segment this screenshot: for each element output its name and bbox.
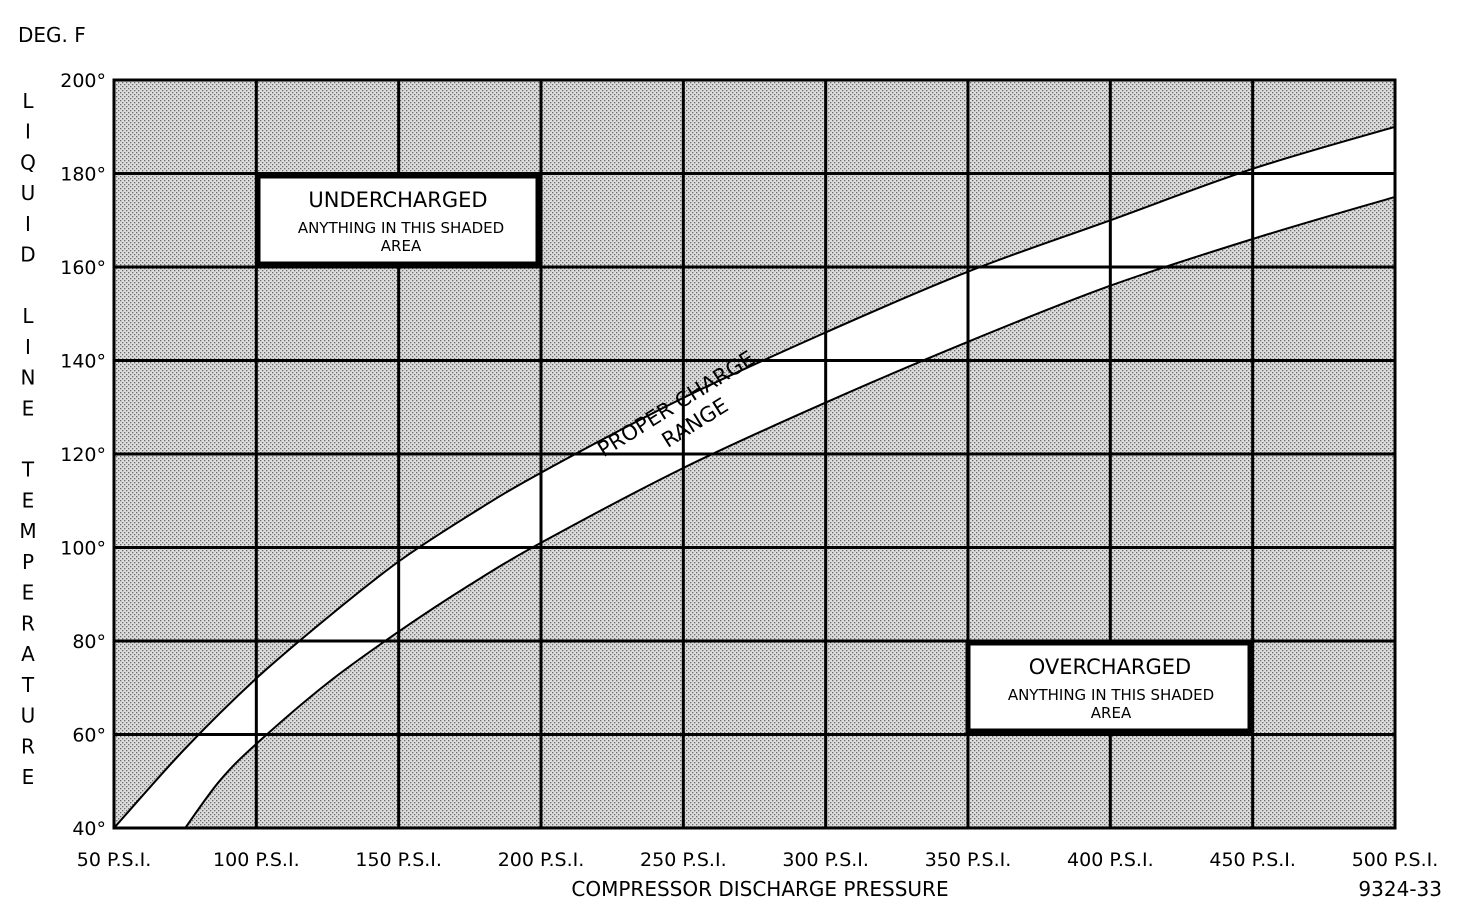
y-axis-label-char: T bbox=[21, 673, 35, 697]
overcharged-title: OVERCHARGED bbox=[1029, 655, 1191, 679]
overcharged-sub-line-1: ANYTHING IN THIS SHADED bbox=[1008, 686, 1214, 704]
x-tick-label: 350 P.S.I. bbox=[925, 849, 1012, 871]
x-tick-label: 450 P.S.I. bbox=[1209, 849, 1296, 871]
undercharged-callout: UNDERCHARGED ANYTHING IN THIS SHADED ARE… bbox=[255, 173, 541, 267]
y-axis-label-char: U bbox=[21, 181, 36, 205]
y-axis-label-char: P bbox=[22, 550, 34, 574]
y-tick-label: 180° bbox=[60, 164, 106, 186]
y-tick-label: 200° bbox=[60, 70, 106, 92]
y-tick-label: 100° bbox=[60, 538, 106, 560]
y-axis-label-char: Q bbox=[20, 150, 36, 174]
figure-id: 9324-33 bbox=[1358, 877, 1442, 901]
y-tick-label: 120° bbox=[60, 444, 106, 466]
y-axis-label-char: T bbox=[21, 458, 35, 482]
y-axis-label-char: N bbox=[21, 366, 36, 390]
overcharged-callout: OVERCHARGED ANYTHING IN THIS SHADED AREA bbox=[965, 640, 1253, 734]
plot-frame bbox=[112, 78, 1397, 830]
y-axis-label-char: M bbox=[19, 519, 36, 543]
y-axis-label-char: R bbox=[21, 611, 35, 635]
upper-boundary-line bbox=[113, 125, 1396, 829]
y-axis-label-char: I bbox=[25, 120, 31, 144]
y-axis-label-char: L bbox=[22, 89, 34, 113]
y-axis-label-char: E bbox=[22, 488, 35, 512]
x-tick-labels: 50 P.S.I. 100 P.S.I. 150 P.S.I. 200 P.S.I. 2… bbox=[77, 849, 1439, 871]
x-tick-label: 200 P.S.I. bbox=[498, 849, 585, 871]
y-axis-label-char: E bbox=[22, 581, 35, 605]
y-axis-label-char: R bbox=[21, 734, 35, 758]
y-tick-label: 80° bbox=[72, 631, 106, 653]
y-tick-label: 140° bbox=[60, 351, 106, 373]
lower-boundary-line bbox=[184, 195, 1396, 829]
y-tick-label: 160° bbox=[60, 257, 106, 279]
y-axis-label-char: E bbox=[22, 396, 35, 420]
y-axis-label-char: A bbox=[21, 642, 35, 666]
y-axis-label-char: I bbox=[25, 335, 31, 359]
plot-area bbox=[112, 78, 1397, 830]
y-tick-labels: 40° 60° 80° 100° 120° 140° 160° 180° 200° bbox=[60, 70, 106, 840]
x-tick-label: 250 P.S.I. bbox=[640, 849, 727, 871]
x-tick-label: 400 P.S.I. bbox=[1067, 849, 1154, 871]
x-tick-label: 50 P.S.I. bbox=[77, 849, 152, 871]
proper-charge-band bbox=[114, 126, 1395, 829]
y-axis-label-char: L bbox=[22, 304, 34, 328]
y-axis-label-char: I bbox=[25, 212, 31, 236]
y-tick-label: 40° bbox=[72, 818, 106, 840]
y-tick-label: 60° bbox=[72, 725, 106, 747]
unit-label: DEG. F bbox=[18, 23, 86, 47]
undercharged-title: UNDERCHARGED bbox=[308, 188, 487, 212]
x-tick-label: 150 P.S.I. bbox=[355, 849, 442, 871]
y-axis-label-char: D bbox=[20, 243, 35, 267]
overcharged-sub-line-2: AREA bbox=[1091, 704, 1132, 722]
x-axis-label: COMPRESSOR DISCHARGE PRESSURE bbox=[571, 877, 948, 901]
y-axis-label-char: E bbox=[22, 765, 35, 789]
undercharged-sub-line-2: AREA bbox=[381, 237, 422, 255]
x-tick-label: 300 P.S.I. bbox=[782, 849, 869, 871]
undercharged-sub-line-1: ANYTHING IN THIS SHADED bbox=[298, 219, 504, 237]
y-axis-label-char: U bbox=[21, 704, 36, 728]
x-tick-label: 100 P.S.I. bbox=[213, 849, 300, 871]
x-tick-label: 500 P.S.I. bbox=[1352, 849, 1439, 871]
